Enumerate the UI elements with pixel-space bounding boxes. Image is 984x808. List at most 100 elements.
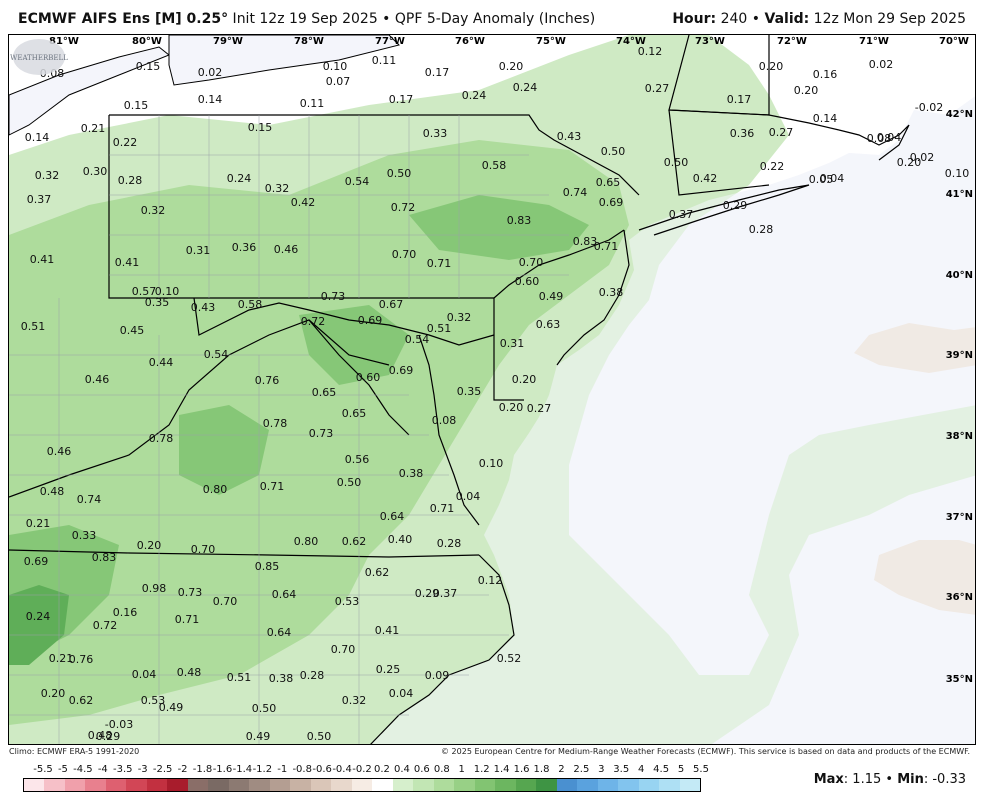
legend-tick-label: -1.2 (252, 764, 273, 775)
anomaly-value: 0.53 (141, 694, 166, 707)
anomaly-value: 0.70 (519, 256, 544, 269)
anomaly-value: 0.67 (379, 298, 404, 311)
min-value: : -0.33 (923, 772, 966, 787)
anomaly-value: 0.46 (274, 243, 299, 256)
anomaly-value: 0.08 (432, 414, 457, 427)
legend-swatch (413, 779, 434, 791)
anomaly-value: 0.20 (499, 401, 524, 414)
anomaly-value: 0.29 (415, 587, 440, 600)
longitude-labels: 81°W 80°W 79°W 78°W 77°W 76°W 75°W 74°W 73°W 72°W… (49, 36, 969, 47)
logo-text: WEATHERBELL (10, 54, 68, 62)
anomaly-value: 0.21 (49, 652, 74, 665)
degree-sign: ° (221, 11, 229, 27)
anomaly-value: 0.64 (380, 510, 405, 523)
legend-swatch (44, 779, 65, 791)
legend-swatch (433, 779, 455, 791)
anomaly-value: 0.16 (113, 606, 138, 619)
va-wv-border (9, 319, 390, 498)
legend-swatch (187, 779, 209, 791)
climo-note: Climo: ECMWF ERA-5 1991-2020 (9, 747, 140, 756)
anomaly-value: 0.41 (115, 256, 140, 269)
anomaly-value: 0.50 (387, 167, 412, 180)
legend-tick-label: 3.5 (613, 764, 630, 775)
anomaly-value: 0.46 (85, 373, 110, 386)
anomaly-value: 0.28 (437, 537, 462, 550)
anomaly-value: 0.27 (769, 126, 794, 139)
legend-swatch (167, 779, 188, 791)
legend-tick-label: 4 (637, 764, 645, 775)
map-canvas[interactable]: 81°W 80°W 79°W 78°W 77°W 76°W 75°W 74°W 73°W 72°W… (8, 34, 976, 745)
weatherbell-logo: WEATHERBELL (10, 39, 68, 75)
anomaly-value: 0.20 (897, 156, 922, 169)
legend-tick-label: 1.2 (473, 764, 490, 775)
legend-swatch (331, 779, 352, 791)
state-borders (9, 35, 910, 744)
anomaly-value: 0.53 (335, 595, 360, 608)
legend-tick-label: -5 (57, 764, 68, 775)
anomaly-value: 0.65 (342, 407, 367, 420)
anomaly-value: 0.14 (25, 131, 50, 144)
legend-tick-label: -4.5 (73, 764, 93, 775)
legend-swatch (556, 779, 578, 791)
min-label: Min (897, 772, 924, 787)
atlantic-ocean (370, 96, 975, 744)
valid-info: Hour: 240 • Valid: 12z Mon 29 Sep 2025 (672, 11, 966, 27)
anomaly-value: 0.28 (300, 669, 325, 682)
anomaly-value: 0.52 (497, 652, 522, 665)
anomaly-value: 0.69 (24, 555, 49, 568)
nj-coast (556, 229, 630, 366)
legend-swatch (679, 779, 700, 791)
anomaly-value: 0.78 (263, 417, 288, 430)
legend-swatch (228, 779, 250, 791)
anomaly-value: 0.60 (515, 275, 540, 288)
anomaly-value: 0.35 (457, 385, 482, 398)
anomaly-value: 0.51 (227, 671, 252, 684)
longitude-label: 76°W (455, 36, 485, 47)
anomaly-value: 0.56 (345, 453, 370, 466)
anomaly-value: 0.14 (813, 112, 838, 125)
anomaly-value: 0.65 (312, 386, 337, 399)
anomaly-value: 0.29 (723, 199, 748, 212)
anomaly-value: 0.37 (669, 208, 694, 221)
anomaly-value: 0.20 (41, 687, 66, 700)
vt-ma-border (668, 35, 770, 116)
anomaly-value: 0.38 (269, 672, 294, 685)
legend-swatch (515, 779, 537, 791)
anomaly-value: 0.64 (272, 588, 297, 601)
potomac (308, 319, 410, 436)
anomaly-value: 0.04 (877, 131, 902, 144)
legend-swatch (577, 779, 598, 791)
anomaly-value: 0.69 (599, 196, 624, 209)
latitude-label: 42°N (946, 109, 973, 120)
anomaly-value: 0.71 (427, 257, 452, 270)
anomaly-value: 0.50 (664, 156, 689, 169)
anomaly-value: 0.27 (527, 402, 552, 415)
anomaly-value: 0.21 (81, 122, 106, 135)
legend-swatch (105, 779, 127, 791)
anomaly-value: 0.83 (507, 214, 532, 227)
anomaly-value: 0.17 (727, 93, 752, 106)
anomaly-value: 0.80 (294, 535, 319, 548)
anomaly-value: 0.31 (500, 337, 525, 350)
anomaly-value: -0.02 (915, 101, 943, 114)
anomaly-value: 0.40 (388, 533, 413, 546)
anomaly-value: 0.27 (645, 82, 670, 95)
anomaly-value: 0.04 (456, 490, 481, 503)
anomaly-value: 0.33 (72, 529, 97, 542)
legend-labels: -5.5 -5 -4.5 -4 -3.5 -3 -2.5 -2 -1.8 -1.6 -1.4 -1.2… (23, 764, 709, 776)
anomaly-value: 0.46 (47, 445, 72, 458)
anomaly-value: 0.70 (392, 248, 417, 261)
anomaly-value: 0.60 (356, 371, 381, 384)
legend-tick-label: 0.8 (433, 764, 450, 775)
anomaly-value: 0.43 (191, 301, 216, 314)
anomaly-value: 0.38 (599, 286, 624, 299)
anomaly-value: 0.20 (512, 373, 537, 386)
latitude-label: 35°N (946, 674, 973, 685)
legend-swatch (249, 779, 270, 791)
legend-swatch (126, 779, 147, 791)
latitude-label: 41°N (946, 189, 973, 200)
hour-label: Hour: (672, 11, 717, 27)
anomaly-value: 0.04 (389, 687, 414, 700)
anomaly-value: 0.72 (391, 201, 416, 214)
anomaly-value: 0.76 (69, 653, 94, 666)
